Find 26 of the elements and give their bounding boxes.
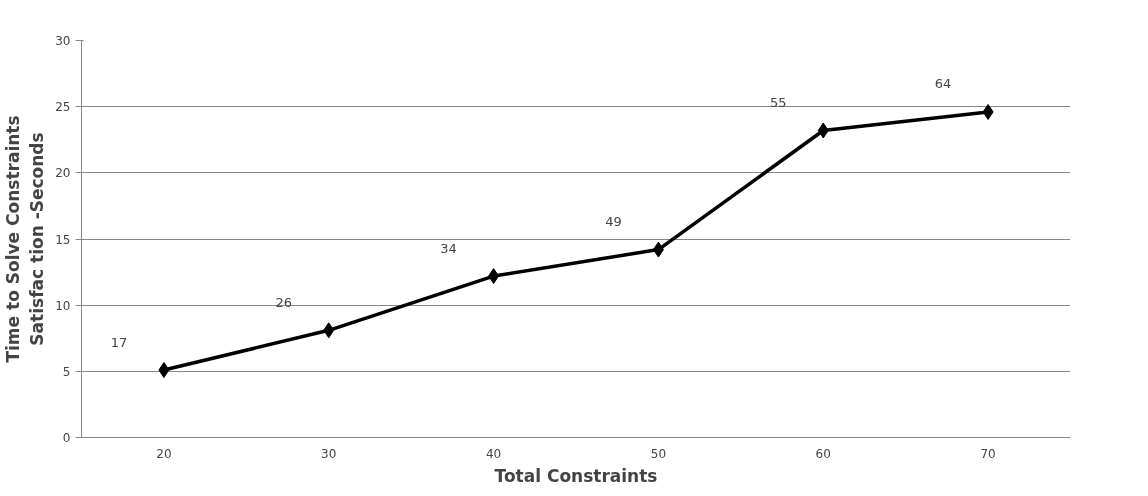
- annotation: 49: [605, 214, 622, 230]
- annotation: 34: [440, 240, 457, 256]
- x-axis-title: Total Constraints: [494, 465, 658, 486]
- point: [158, 362, 170, 379]
- y-tick-label: 10: [55, 298, 71, 313]
- point: [652, 241, 664, 258]
- y-tick-label: 30: [55, 34, 71, 48]
- point: [323, 322, 335, 339]
- x-tick-label: 60: [815, 446, 831, 461]
- x-tick-label: 40: [485, 446, 502, 461]
- x-tick-label: 20: [156, 446, 172, 461]
- x-tick-label: 30: [321, 446, 337, 461]
- annotation: 17: [110, 334, 128, 350]
- point: [817, 122, 829, 139]
- y-tick-label: 0: [62, 431, 71, 445]
- y-tick-label: 5: [62, 364, 71, 379]
- x-tick-label: 50: [650, 446, 667, 461]
- y-tick-label: 15: [55, 232, 71, 247]
- x-tick-label: 70: [980, 446, 996, 461]
- point: [982, 103, 994, 120]
- y-tick-label: 25: [55, 100, 71, 115]
- y-axis-title: Time to Solve Constraints Satisfac tion -Seconds: [3, 115, 48, 363]
- annotation: 55: [769, 94, 787, 110]
- y-tick-label: 20: [55, 166, 71, 181]
- annotation: 64: [934, 76, 952, 92]
- point: [488, 268, 500, 285]
